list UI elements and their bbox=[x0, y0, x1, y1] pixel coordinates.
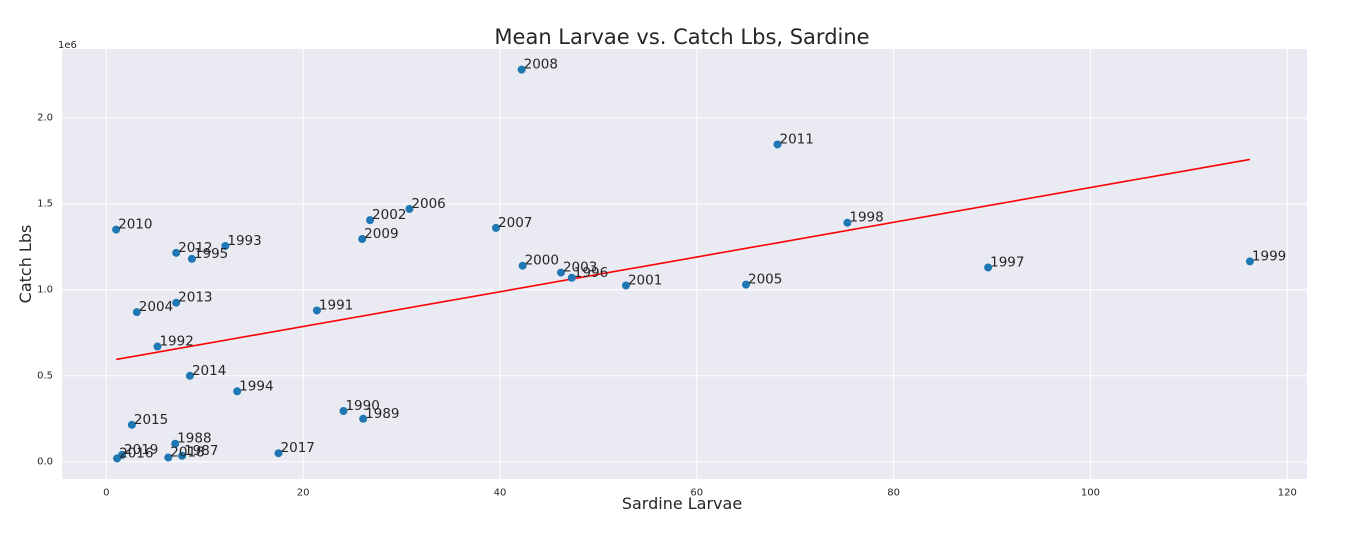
data-point-2014 bbox=[185, 371, 194, 380]
x-tick-label: 80 bbox=[887, 487, 900, 498]
point-label-1991: 1991 bbox=[319, 297, 353, 313]
data-point-1988 bbox=[171, 439, 180, 448]
point-label-2005: 2005 bbox=[748, 272, 782, 288]
x-tick-labels: 0 20 40 60 80 100 120 bbox=[103, 487, 1297, 498]
point-label-1989: 1989 bbox=[365, 406, 399, 422]
data-point-2012 bbox=[172, 248, 181, 257]
data-point-2016 bbox=[113, 454, 122, 463]
data-point-1992 bbox=[153, 342, 162, 351]
point-label-2015: 2015 bbox=[134, 412, 168, 428]
x-axis-label: Sardine Larvae bbox=[622, 494, 742, 513]
point-label-2009: 2009 bbox=[364, 226, 398, 242]
y-tick-label: 1.5 bbox=[37, 198, 53, 209]
data-point-2010 bbox=[112, 225, 121, 234]
data-point-2001 bbox=[621, 281, 630, 290]
x-tick-label: 120 bbox=[1278, 487, 1297, 498]
y-tick-label: 0.5 bbox=[37, 370, 53, 381]
point-label-1999: 1999 bbox=[1252, 248, 1286, 264]
point-label-2006: 2006 bbox=[411, 196, 445, 212]
plot-area bbox=[62, 49, 1307, 479]
point-label-2016: 2016 bbox=[119, 445, 153, 461]
data-point-2013 bbox=[172, 298, 181, 307]
point-label-1987: 1987 bbox=[184, 443, 218, 459]
data-point-1999 bbox=[1245, 257, 1254, 266]
grid bbox=[62, 49, 1307, 479]
data-point-1990 bbox=[339, 407, 348, 416]
data-point-2009 bbox=[358, 235, 367, 244]
y-tick-labels: 0.0 0.5 1.0 1.5 2.0 bbox=[37, 112, 53, 467]
data-point-2011 bbox=[773, 140, 782, 149]
data-point-1991 bbox=[312, 306, 321, 315]
data-point-2000 bbox=[518, 261, 527, 270]
data-point-1989 bbox=[359, 414, 368, 423]
point-label-2018: 2018 bbox=[170, 445, 204, 461]
point-label-2003: 2003 bbox=[563, 260, 597, 276]
point-label-2013: 2013 bbox=[178, 290, 212, 306]
point-label-2000: 2000 bbox=[525, 253, 559, 269]
point-label-2019: 2019 bbox=[124, 442, 158, 458]
y-tick-label: 1.0 bbox=[37, 284, 53, 295]
point-label-1993: 1993 bbox=[227, 233, 261, 249]
data-point-2003 bbox=[556, 268, 565, 277]
point-label-2001: 2001 bbox=[628, 273, 662, 289]
point-label-1992: 1992 bbox=[159, 334, 193, 350]
data-point-2004 bbox=[132, 308, 141, 317]
point-label-1995: 1995 bbox=[194, 246, 228, 262]
x-tick-label: 40 bbox=[494, 487, 507, 498]
point-label-1998: 1998 bbox=[849, 210, 883, 226]
point-label-1997: 1997 bbox=[990, 254, 1024, 270]
trendline bbox=[115, 158, 1251, 361]
data-points bbox=[112, 65, 1254, 463]
data-point-1995 bbox=[187, 254, 196, 263]
x-tick-label: 0 bbox=[103, 487, 109, 498]
point-label-1990: 1990 bbox=[345, 398, 379, 414]
data-point-1996 bbox=[567, 273, 576, 282]
point-label-2011: 2011 bbox=[780, 131, 814, 147]
point-label-1994: 1994 bbox=[239, 378, 273, 394]
data-point-1993 bbox=[221, 241, 230, 250]
data-point-2005 bbox=[742, 280, 751, 289]
point-label-2010: 2010 bbox=[118, 217, 152, 233]
x-tick-label: 20 bbox=[297, 487, 310, 498]
data-point-1994 bbox=[233, 387, 242, 396]
x-tick-label: 60 bbox=[690, 487, 703, 498]
trendline-segment bbox=[115, 158, 1251, 361]
point-label-2017: 2017 bbox=[281, 440, 315, 456]
point-label-1988: 1988 bbox=[177, 431, 211, 447]
data-point-2017 bbox=[274, 449, 283, 458]
point-label-2012: 2012 bbox=[178, 240, 212, 256]
point-label-2008: 2008 bbox=[524, 57, 558, 73]
data-point-1998 bbox=[843, 218, 852, 227]
data-point-2018 bbox=[164, 453, 173, 462]
data-point-1997 bbox=[984, 263, 993, 272]
y-tick-label: 2.0 bbox=[37, 112, 53, 123]
chart-title: Mean Larvae vs. Catch Lbs, Sardine bbox=[494, 25, 869, 49]
x-tick-label: 100 bbox=[1081, 487, 1100, 498]
point-label-2004: 2004 bbox=[139, 299, 173, 315]
point-labels: 2008 2011 2006 2002 2007 1998 2010 2009 1993 2012… bbox=[118, 57, 1286, 462]
y-axis-label: Catch Lbs bbox=[16, 225, 35, 304]
y-offset-label: 1e6 bbox=[58, 40, 77, 51]
point-label-2007: 2007 bbox=[498, 215, 532, 231]
data-point-1987 bbox=[178, 451, 187, 460]
point-label-2014: 2014 bbox=[192, 363, 226, 379]
y-tick-label: 0.0 bbox=[37, 456, 53, 467]
data-point-2015 bbox=[127, 420, 136, 429]
data-point-2002 bbox=[366, 216, 375, 225]
data-point-2007 bbox=[492, 223, 501, 232]
data-point-2008 bbox=[517, 65, 526, 74]
data-point-2006 bbox=[405, 204, 414, 213]
point-label-1996: 1996 bbox=[574, 265, 608, 281]
point-label-2002: 2002 bbox=[372, 207, 406, 223]
